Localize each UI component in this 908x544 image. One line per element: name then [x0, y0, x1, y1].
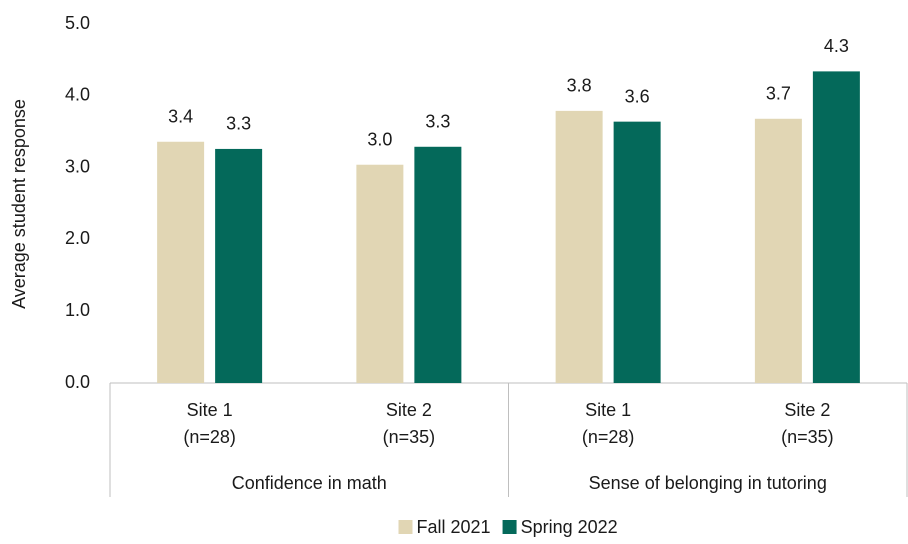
- legend-label: Spring 2022: [521, 517, 618, 537]
- data-label: 4.3: [824, 36, 849, 56]
- bar: [754, 118, 802, 383]
- bar: [414, 146, 462, 383]
- x-tick-label: Site 1: [585, 400, 631, 420]
- y-tick-label: 1.0: [65, 300, 90, 320]
- group-label: Confidence in math: [232, 473, 387, 493]
- x-tick-label: (n=28): [183, 427, 236, 447]
- data-label: 3.4: [168, 107, 193, 127]
- x-tick-label: Site 2: [386, 400, 432, 420]
- data-label: 3.3: [226, 114, 251, 134]
- x-tick-label: (n=35): [781, 427, 834, 447]
- bar: [356, 164, 404, 383]
- bar: [157, 141, 205, 383]
- x-tick-label: (n=35): [383, 427, 436, 447]
- y-tick-label: 3.0: [65, 156, 90, 176]
- data-label: 3.8: [567, 76, 592, 96]
- x-tick-label: (n=28): [582, 427, 635, 447]
- y-tick-label: 5.0: [65, 13, 90, 33]
- data-label: 3.3: [425, 112, 450, 132]
- x-tick-label: Site 2: [784, 400, 830, 420]
- legend-swatch: [502, 520, 517, 534]
- x-tick-label: Site 1: [187, 400, 233, 420]
- legend-swatch: [398, 520, 413, 534]
- group-label: Sense of belonging in tutoring: [589, 473, 827, 493]
- y-axis-label: Average student response: [9, 99, 29, 309]
- y-tick-label: 2.0: [65, 228, 90, 248]
- bar: [812, 71, 860, 383]
- bar: [613, 121, 661, 383]
- data-label: 3.7: [766, 84, 791, 104]
- data-label: 3.0: [367, 129, 392, 149]
- data-label: 3.6: [625, 86, 650, 106]
- y-tick-label: 0.0: [65, 372, 90, 392]
- bar: [555, 110, 603, 384]
- bar: [215, 148, 263, 383]
- legend-label: Fall 2021: [417, 517, 491, 537]
- y-tick-label: 4.0: [65, 85, 90, 105]
